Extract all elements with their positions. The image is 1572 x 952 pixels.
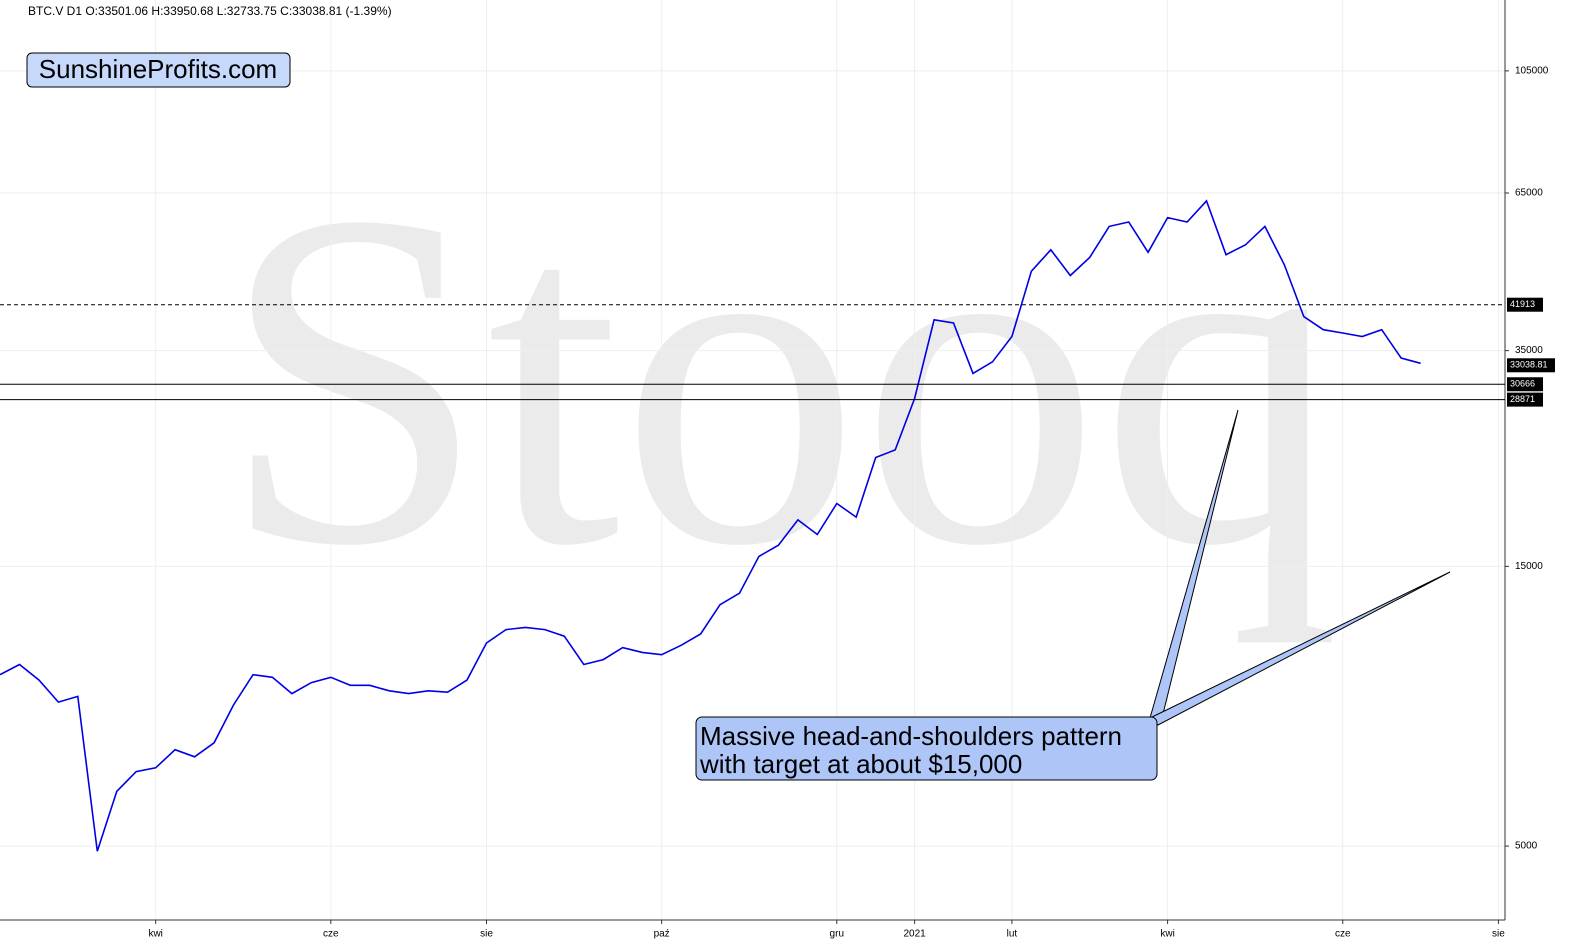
annotation-line: Massive head-and-shoulders pattern [700, 721, 1122, 751]
x-tick-label: kwi [148, 929, 162, 940]
last-price-label: 33038.81 [1510, 360, 1548, 370]
y-tick-label: 5000 [1515, 841, 1538, 852]
x-tick-label: paź [654, 929, 670, 940]
x-tick-label: kwi [1160, 929, 1174, 940]
y-tick-label: 15000 [1515, 561, 1543, 572]
logo-box [26, 52, 291, 88]
plot [0, 199, 1421, 852]
level-box [1507, 297, 1543, 312]
x-tick-label: gru [830, 929, 844, 940]
x-tick-label: sie [480, 929, 493, 940]
annotation-line: with target at about $15,000 [699, 749, 1022, 779]
x-tick-label: cze [1335, 929, 1351, 940]
y-tick-label: 35000 [1515, 345, 1543, 356]
x-tick-label: cze [323, 929, 339, 940]
watermark: Stooq [220, 112, 1340, 645]
level-label: 41913 [1510, 299, 1535, 309]
last-price-box [1507, 358, 1555, 373]
y-tick-label: 105000 [1515, 66, 1549, 77]
grid [0, 0, 1505, 920]
x-tick-label: sie [1492, 929, 1505, 940]
level-box [1507, 392, 1543, 407]
level-label: 30666 [1510, 379, 1535, 389]
header: BTC.V D1 O:33501.06 H:33950.68 L:32733.7… [28, 4, 392, 18]
y-tick-label: 65000 [1515, 188, 1543, 199]
x-tick-label: lut [1007, 929, 1018, 940]
logo: SunshineProfits.com [39, 54, 277, 84]
price-line [0, 199, 1421, 852]
callout-box [695, 716, 1158, 781]
level-label: 28871 [1510, 394, 1535, 404]
level-box [1507, 377, 1543, 392]
x-tick-label: 2021 [903, 929, 926, 940]
